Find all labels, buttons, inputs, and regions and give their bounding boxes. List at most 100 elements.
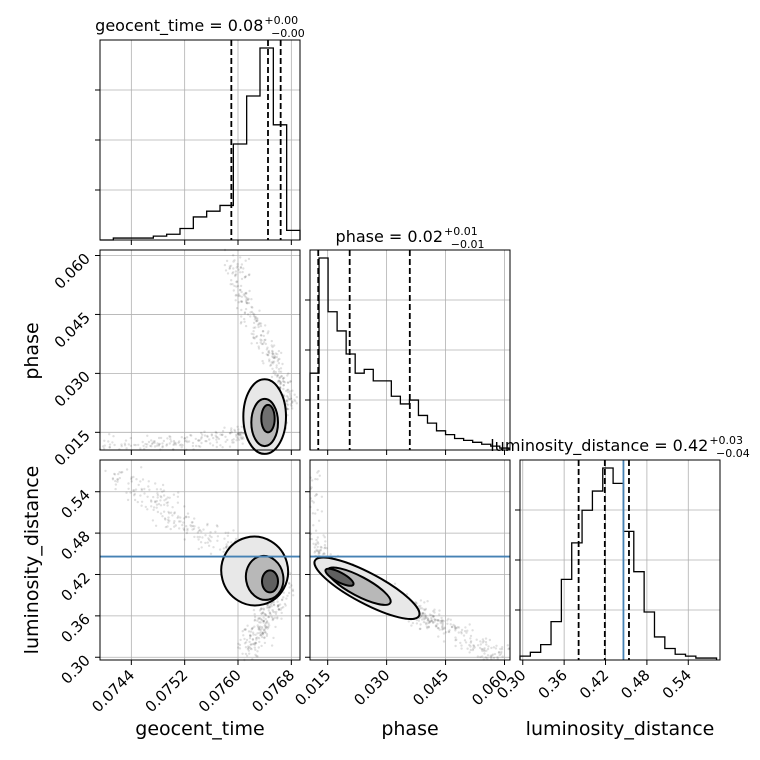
sample-point (421, 611, 425, 615)
sample-point (278, 370, 281, 373)
sample-point (277, 368, 281, 371)
sample-point (267, 609, 270, 612)
sample-point (323, 543, 327, 547)
sample-point (490, 646, 493, 650)
sample-point (287, 390, 290, 394)
sample-point (252, 326, 255, 329)
sample-point (103, 444, 107, 447)
sample-point (209, 531, 212, 534)
sample-point (485, 643, 488, 646)
sample-point (168, 496, 171, 499)
y-tick-label-phase: 0.060 (51, 250, 94, 293)
sample-point (282, 380, 285, 383)
sample-point (212, 436, 215, 440)
sample-point (276, 353, 279, 356)
sample-point (203, 430, 206, 433)
sample-point (247, 301, 251, 305)
xlabel-geocent-time: geocent_time (135, 718, 264, 740)
sample-point (446, 622, 449, 625)
sample-point (427, 619, 430, 622)
xlabel-phase: phase (381, 718, 438, 740)
sample-point (261, 342, 265, 346)
sample-point (251, 631, 255, 634)
sample-point (262, 611, 265, 615)
sample-point (266, 346, 269, 349)
sample-point (482, 648, 486, 651)
sample-point (240, 263, 244, 266)
sample-point (429, 620, 432, 623)
sample-point (250, 310, 254, 314)
sample-point (209, 540, 212, 543)
sample-point (252, 321, 256, 325)
sample-point (197, 529, 201, 532)
sample-point (265, 606, 269, 609)
sample-point (146, 443, 149, 446)
sample-point (196, 535, 199, 539)
sample-point (171, 506, 174, 509)
sample-point (255, 319, 258, 323)
sample-point (280, 611, 283, 615)
sample-point (282, 591, 285, 594)
sample-point (435, 625, 438, 628)
sample-point (433, 620, 436, 623)
sample-point (201, 433, 204, 436)
sample-point (108, 433, 111, 436)
sample-point (219, 444, 222, 447)
sample-point (321, 553, 325, 556)
sample-point (130, 477, 133, 481)
sample-point (434, 624, 438, 627)
sample-point (168, 442, 171, 445)
histogram-luminosity_distance (519, 467, 718, 660)
sample-point (281, 362, 284, 366)
sample-point (262, 341, 266, 344)
sample-point (177, 491, 180, 494)
sample-point (277, 379, 281, 382)
sample-point (481, 641, 484, 644)
sample-point (243, 320, 246, 323)
sample-point (265, 634, 269, 638)
sample-point (258, 617, 262, 620)
panel-luminosity-distance-hist: 0.30 0.36 0.42 0.48 0.54 (493, 459, 721, 702)
sample-point (423, 601, 426, 604)
sample-point (102, 447, 106, 450)
sample-point (282, 606, 285, 609)
sample-point (246, 297, 249, 300)
sample-point (311, 512, 315, 515)
sample-point (447, 630, 451, 634)
sample-point (460, 632, 463, 635)
sample-point (501, 646, 504, 649)
sample-point (200, 436, 203, 439)
sample-point (277, 349, 281, 353)
sample-point (183, 437, 187, 440)
sample-point (156, 510, 160, 514)
sample-point (182, 521, 185, 524)
sample-point (239, 256, 242, 259)
sample-point (233, 428, 236, 432)
sample-point (278, 608, 281, 611)
sample-point (282, 387, 285, 391)
sample-point (239, 266, 243, 270)
sample-point (250, 647, 253, 651)
sample-point (149, 499, 153, 502)
sample-point (278, 357, 281, 361)
sample-point (236, 437, 239, 440)
sample-point (463, 639, 467, 642)
sample-point (252, 336, 255, 339)
sample-point (253, 646, 256, 649)
sample-point (154, 501, 157, 504)
sample-point (439, 620, 442, 623)
y-tick-label-phase: 0.015 (51, 426, 94, 469)
x-tick-label-phase: 0.015 (291, 666, 334, 709)
sample-point (224, 531, 227, 534)
sample-point (169, 511, 173, 514)
sample-point (206, 541, 209, 544)
sample-point (162, 439, 166, 443)
sample-point (285, 399, 288, 402)
sample-point (242, 437, 245, 440)
sample-point (254, 315, 257, 318)
sample-point (172, 521, 176, 525)
sample-point (237, 433, 241, 437)
sample-point (290, 584, 293, 587)
grid-luminosity_distance (520, 460, 720, 660)
sample-point (450, 625, 454, 629)
